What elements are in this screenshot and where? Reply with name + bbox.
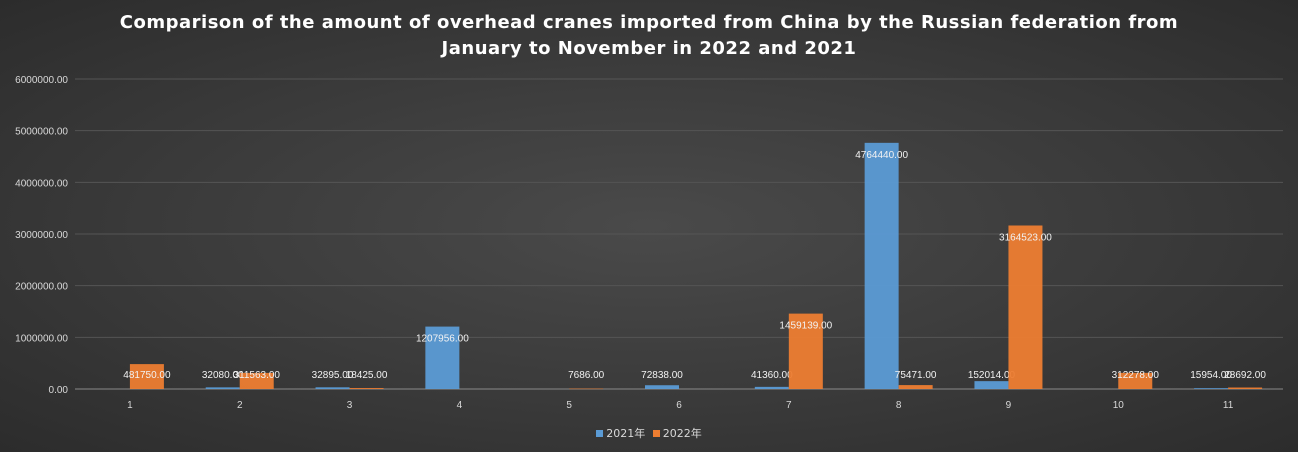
data-label: 481750.00	[123, 370, 171, 381]
bar-2022	[349, 388, 384, 389]
y-tick-label: 0.00	[49, 385, 69, 396]
legend-label-2022: 2022年	[662, 427, 702, 440]
data-label: 72838.00	[641, 370, 683, 381]
data-label: 32080.00	[202, 370, 244, 381]
x-tick-label: 4	[457, 400, 463, 411]
x-tick-label: 9	[1006, 400, 1012, 411]
bar-2022	[569, 388, 604, 390]
x-tick-label: 1	[127, 400, 133, 411]
x-tick-label: 2	[237, 400, 243, 411]
legend-item-2021: 2021年	[596, 425, 645, 441]
chart-title-line-2: January to November in 2022 and 2021	[441, 38, 857, 59]
data-label: 3164523.00	[999, 232, 1052, 243]
x-tick-label: 7	[786, 400, 792, 411]
bar-2022	[129, 364, 164, 389]
chart-title: Comparison of the amount of overhead cra…	[0, 10, 1298, 62]
x-tick-label: 8	[896, 400, 902, 411]
y-tick-label: 1000000.00	[15, 333, 68, 344]
data-label: 32895.00	[312, 370, 354, 381]
data-label: 152014.00	[968, 370, 1016, 381]
x-tick-label: 6	[676, 400, 682, 411]
legend: 2021年 2022年	[0, 425, 1298, 441]
bar-2021	[205, 387, 240, 389]
bar-2022	[898, 385, 933, 389]
bar-2021	[425, 326, 460, 389]
data-label: 75471.00	[895, 370, 937, 381]
data-label: 41360.00	[751, 370, 793, 381]
y-tick-label: 4000000.00	[15, 178, 68, 189]
bar-2021	[645, 385, 679, 389]
data-label: 311563.00	[233, 370, 280, 381]
y-tick-label: 6000000.00	[15, 75, 68, 86]
data-label: 18425.00	[346, 370, 388, 381]
data-label: 1459139.00	[779, 321, 832, 332]
bar-2022	[788, 313, 823, 389]
chart-title-line-1: Comparison of the amount of overhead cra…	[119, 12, 1179, 33]
data-label: 28692.00	[1224, 370, 1266, 381]
data-label: 1207956.00	[416, 334, 469, 345]
bar-2022	[1008, 225, 1043, 389]
bar-2021	[864, 142, 899, 389]
legend-swatch-2021	[596, 430, 604, 437]
legend-swatch-2022	[652, 430, 660, 437]
x-tick-label: 3	[347, 400, 353, 411]
x-tick-label: 11	[1223, 400, 1234, 411]
x-tick-label: 10	[1113, 400, 1125, 411]
data-label: 4764440.00	[855, 150, 908, 161]
x-tick-label: 5	[566, 400, 572, 411]
bar-2022	[1228, 387, 1263, 389]
y-tick-label: 3000000.00	[15, 230, 68, 241]
bar-2021	[315, 387, 350, 389]
data-label: 15954.00	[1190, 370, 1232, 381]
y-tick-label: 5000000.00	[15, 127, 68, 138]
legend-item-2022: 2022年	[652, 425, 702, 441]
legend-label-2021: 2021年	[606, 427, 646, 440]
bar-2022	[1118, 372, 1153, 389]
bar-2021	[1194, 388, 1229, 389]
bar-2021	[974, 381, 1009, 389]
data-label: 7686.00	[568, 370, 605, 381]
y-tick-label: 2000000.00	[15, 282, 68, 293]
bar-2021	[754, 386, 789, 389]
bar-2022	[239, 372, 274, 389]
data-label: 312278.00	[1112, 370, 1160, 381]
